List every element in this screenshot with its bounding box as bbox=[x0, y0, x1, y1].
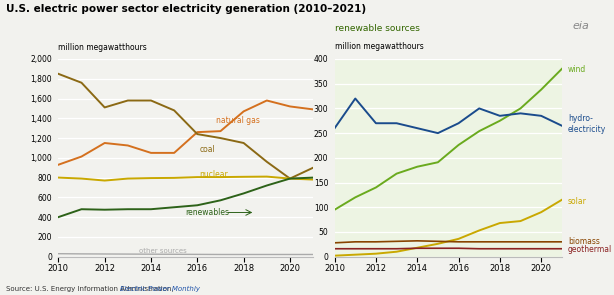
Text: biomass: biomass bbox=[568, 237, 600, 246]
Text: renewables: renewables bbox=[186, 208, 230, 217]
Text: nuclear: nuclear bbox=[200, 170, 228, 179]
Text: Source: U.S. Energy Information Administration,: Source: U.S. Energy Information Administ… bbox=[6, 286, 176, 292]
Text: U.S. electric power sector electricity generation (2010–2021): U.S. electric power sector electricity g… bbox=[6, 4, 367, 14]
Text: geothermal: geothermal bbox=[568, 245, 612, 254]
Text: coal: coal bbox=[200, 145, 216, 154]
Text: solar: solar bbox=[568, 197, 587, 206]
Text: million megawatthours: million megawatthours bbox=[58, 42, 147, 52]
Text: Electric Power Monthly: Electric Power Monthly bbox=[120, 286, 200, 292]
Text: hydro-
electricity: hydro- electricity bbox=[568, 114, 606, 134]
Text: wind: wind bbox=[568, 65, 586, 74]
Text: eia: eia bbox=[573, 21, 589, 31]
Text: million megawatthours: million megawatthours bbox=[335, 42, 424, 51]
Text: renewable sources: renewable sources bbox=[335, 24, 419, 33]
Text: other sources: other sources bbox=[139, 248, 187, 254]
Text: natural gas: natural gas bbox=[216, 116, 260, 125]
